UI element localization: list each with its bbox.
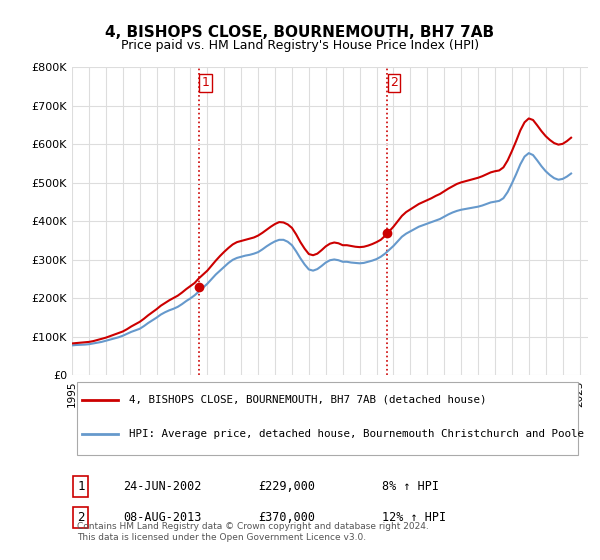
Text: 1: 1 — [77, 480, 85, 493]
Text: £370,000: £370,000 — [258, 511, 315, 524]
Text: Price paid vs. HM Land Registry's House Price Index (HPI): Price paid vs. HM Land Registry's House … — [121, 39, 479, 52]
Text: 2: 2 — [390, 77, 398, 90]
Text: 4, BISHOPS CLOSE, BOURNEMOUTH, BH7 7AB: 4, BISHOPS CLOSE, BOURNEMOUTH, BH7 7AB — [106, 25, 494, 40]
Text: 4, BISHOPS CLOSE, BOURNEMOUTH, BH7 7AB (detached house): 4, BISHOPS CLOSE, BOURNEMOUTH, BH7 7AB (… — [129, 395, 486, 405]
Text: HPI: Average price, detached house, Bournemouth Christchurch and Poole: HPI: Average price, detached house, Bour… — [129, 430, 584, 440]
Text: 1: 1 — [202, 77, 210, 90]
Text: 8% ↑ HPI: 8% ↑ HPI — [382, 480, 439, 493]
FancyBboxPatch shape — [77, 382, 578, 455]
Text: 24-JUN-2002: 24-JUN-2002 — [124, 480, 202, 493]
Text: £229,000: £229,000 — [258, 480, 315, 493]
Text: 2: 2 — [77, 511, 85, 524]
Text: Contains HM Land Registry data © Crown copyright and database right 2024.
This d: Contains HM Land Registry data © Crown c… — [77, 522, 429, 542]
Text: 08-AUG-2013: 08-AUG-2013 — [124, 511, 202, 524]
Text: 12% ↑ HPI: 12% ↑ HPI — [382, 511, 446, 524]
